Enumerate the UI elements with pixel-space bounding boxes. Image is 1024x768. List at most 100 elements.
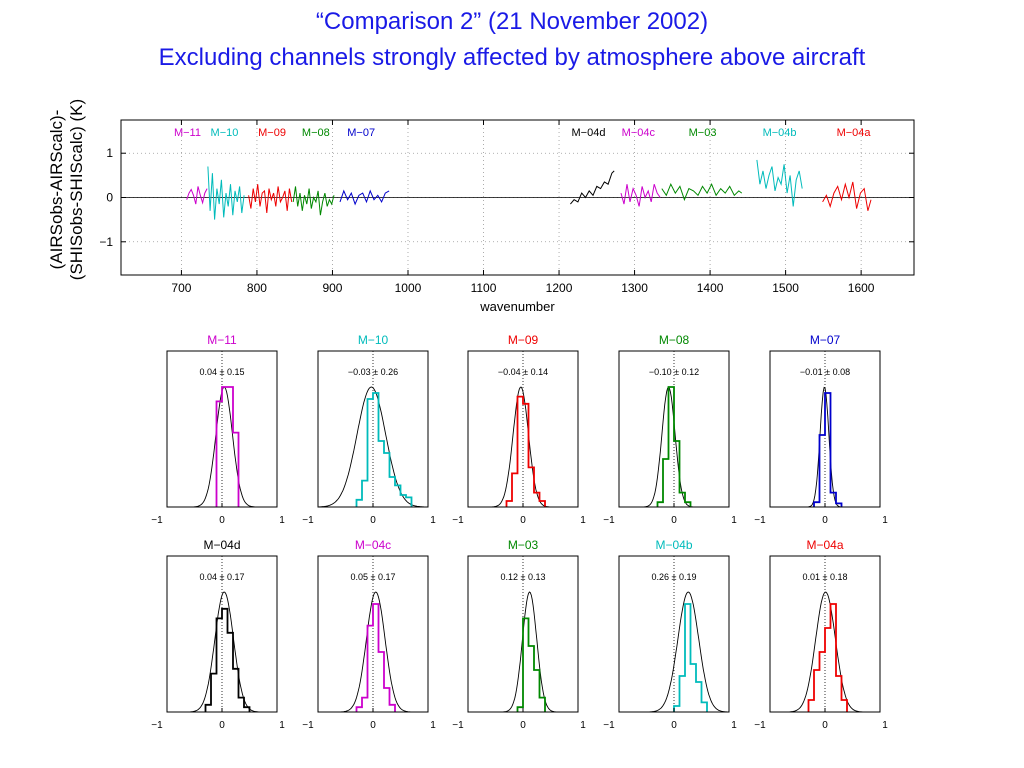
histogram-xtick-label: 0 (822, 720, 828, 731)
spectrum-ytick-label: 1 (106, 146, 113, 160)
histogram-bars (673, 603, 708, 712)
spectrum-ylabel-line: (AIRSobs-AIRScalc)- (47, 110, 66, 270)
histogram-panel: M−08−0.10 ± 0.12−1 0 1 (603, 333, 737, 526)
spectrum-series-label: M−04c (622, 127, 656, 139)
histogram-xtick-label: 1 (430, 515, 436, 526)
histogram-xtick-label: 0 (370, 515, 376, 526)
spectrum-xtick-label: 1000 (395, 281, 422, 295)
histogram-xtick-label: −1 (151, 515, 163, 526)
histogram-bars (355, 392, 413, 507)
histogram-bars (656, 386, 692, 507)
histogram-xtick-label: −1 (452, 515, 464, 526)
spectrum-series-label: M−11 (174, 127, 201, 139)
histogram-xtick-label: −1 (603, 720, 615, 731)
histogram-panel: M−10−0.03 ± 0.26−1 0 1 (302, 333, 436, 526)
spectrum-series-line (292, 186, 335, 216)
histogram-xtick-label: 1 (279, 720, 285, 731)
histogram-xtick-label: 1 (430, 720, 436, 731)
spectrum-ylabel-line: (SHISobs-SHIScalc) (K) (67, 99, 86, 280)
histogram-xtick-label: −1 (754, 515, 766, 526)
histogram-xtick-label: 1 (580, 515, 586, 526)
histogram-xtick-label: 0 (219, 720, 225, 731)
histogram-xtick-label: 0 (370, 720, 376, 731)
histogram-xtick-label: 0 (671, 515, 677, 526)
histogram-bars (807, 603, 848, 712)
spectrum-ylabel: (AIRSobs-AIRScalc)-(SHISobs-SHIScalc) (K… (47, 99, 86, 280)
spectrum-series-label: M−09 (258, 127, 286, 139)
spectrum-series-label: M−03 (689, 127, 717, 139)
page-title: “Comparison 2” (21 November 2002) (315, 8, 709, 35)
spectrum-xtick-label: 1100 (471, 281, 497, 295)
spectrum-series-label: M−10 (211, 127, 239, 139)
spectrum-xtick-label: 1400 (697, 281, 724, 295)
spectrum-xtick-label: 1300 (621, 281, 648, 295)
spectrum-series-line (339, 189, 390, 206)
histogram-panel: M−110.04 ± 0.15−1 0 1 (151, 333, 285, 526)
histogram-panel: M−09−0.04 ± 0.14−1 0 1 (452, 333, 586, 526)
histogram-title: M−09 (508, 333, 539, 347)
spectrum-series-line (248, 184, 293, 214)
histogram-title: M−03 (508, 538, 539, 552)
spectrum-xtick-label: 700 (171, 281, 191, 295)
histogram-xtick-label: 1 (882, 515, 888, 526)
histogram-xtick-label: 0 (219, 515, 225, 526)
histogram-xtick-label: −1 (754, 720, 766, 731)
histogram-panel: M−030.12 ± 0.13−1 0 1 (452, 538, 586, 731)
spectrum-series-label: M−08 (302, 127, 330, 139)
histogram-panel: M−07−0.01 ± 0.08−1 0 1 (754, 333, 888, 526)
histogram-title: M−07 (810, 333, 841, 347)
spectrum-series-line (661, 182, 743, 202)
spectrum-series-label: M−07 (347, 127, 375, 139)
histogram-title: M−11 (207, 333, 237, 347)
spectrum-series-line (620, 184, 661, 207)
histogram-xtick-label: 0 (520, 515, 526, 526)
spectrum-xtick-label: 800 (247, 281, 267, 295)
histogram-title: M−04d (203, 538, 240, 552)
histogram-xtick-label: 1 (580, 720, 586, 731)
histogram-xtick-label: −1 (302, 515, 314, 526)
histogram-xtick-label: 1 (731, 720, 737, 731)
spectrum-ytick-label: −1 (99, 235, 113, 249)
histogram-title: M−04a (806, 538, 843, 552)
spectrum-series-line (570, 170, 615, 205)
histogram-title: M−08 (659, 333, 690, 347)
histogram-title: M−04c (355, 538, 391, 552)
histogram-bars (355, 603, 396, 712)
histogram-bars (204, 607, 251, 712)
histogram-xtick-label: 0 (822, 515, 828, 526)
spectrum-series-line (756, 159, 803, 207)
spectrum-xtick-label: 1200 (546, 281, 573, 295)
spectrum-ytick-label: 0 (106, 191, 113, 205)
histogram-title: M−04b (655, 538, 692, 552)
spectrum-series-line (207, 166, 245, 220)
histogram-xtick-label: −1 (603, 515, 615, 526)
histogram-xtick-label: 1 (882, 720, 888, 731)
histogram-xtick-label: 1 (279, 515, 285, 526)
histogram-bars (215, 386, 240, 507)
histogram-bars (516, 617, 546, 712)
histogram-xtick-label: −1 (452, 720, 464, 731)
histogram-fit-curve (318, 386, 429, 508)
spectrum-xtick-label: 1600 (848, 281, 875, 295)
spectrum-xlabel: wavenumber (479, 299, 555, 314)
page-subtitle: Excluding channels strongly affected by … (158, 44, 866, 71)
histogram-bars (505, 395, 546, 507)
spectrum-series-label: M−04a (837, 127, 872, 139)
spectrum-series-line (186, 186, 208, 205)
histogram-bars (813, 392, 843, 507)
histogram-title: M−10 (358, 333, 389, 347)
spectrum-series-label: M−04d (572, 127, 606, 139)
spectrum-chart: 700 800 900 1000 1100 1200 1300 1400 1500 1600 −1 0… (47, 99, 915, 314)
histogram-xtick-label: −1 (151, 720, 163, 731)
histogram-xtick-label: 0 (671, 720, 677, 731)
spectrum-series-label: M−04b (763, 127, 797, 139)
histogram-xtick-label: 1 (731, 515, 737, 526)
spectrum-xtick-label: 1500 (772, 281, 799, 295)
spectrum-series-line (822, 181, 872, 211)
spectrum-xtick-label: 900 (322, 281, 342, 295)
